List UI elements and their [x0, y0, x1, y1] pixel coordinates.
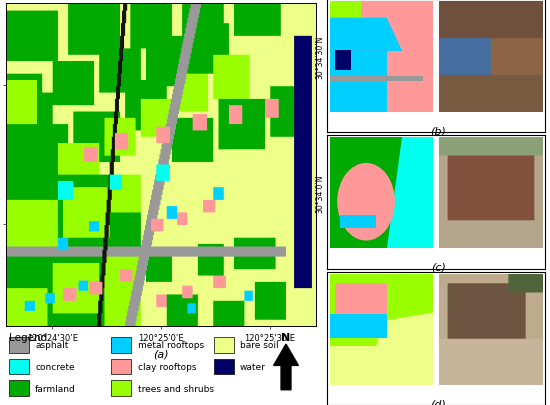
Bar [330, 79, 417, 96]
Polygon shape [330, 19, 402, 52]
Bar [330, 314, 387, 338]
Bar [9, 380, 29, 396]
Bar [330, 2, 361, 19]
Bar [330, 52, 387, 79]
Polygon shape [387, 138, 433, 249]
Bar [111, 337, 131, 353]
Text: 30°34'0’N: 30°34'0’N [316, 174, 324, 213]
Text: water: water [240, 362, 266, 371]
Text: 30°34'30’N: 30°34'30’N [316, 36, 324, 79]
Ellipse shape [337, 164, 395, 241]
Text: concrete: concrete [35, 362, 75, 371]
Text: (d): (d) [430, 398, 446, 405]
Bar [214, 359, 234, 374]
Text: clay rooftops: clay rooftops [138, 362, 196, 371]
Bar [335, 283, 387, 316]
Bar [9, 359, 29, 374]
Text: trees and shrubs: trees and shrubs [138, 384, 213, 392]
Polygon shape [366, 274, 433, 324]
Text: farmland: farmland [35, 384, 76, 392]
Text: asphalt: asphalt [35, 341, 68, 350]
Text: (c): (c) [431, 262, 446, 272]
Bar [330, 77, 423, 82]
Text: N: N [282, 332, 290, 342]
Bar [111, 380, 131, 396]
Text: Legend: Legend [9, 332, 47, 342]
FancyArrow shape [274, 344, 298, 390]
Text: (a): (a) [153, 349, 169, 358]
Bar [387, 79, 433, 113]
Bar [214, 337, 234, 353]
Bar [340, 215, 376, 229]
Bar [335, 51, 351, 70]
Text: bare soil: bare soil [240, 341, 279, 350]
Bar [9, 337, 29, 353]
Text: metal rooftops: metal rooftops [138, 341, 204, 350]
Bar [330, 96, 433, 113]
Bar [111, 359, 131, 374]
Text: (b): (b) [430, 126, 446, 136]
Polygon shape [330, 274, 392, 346]
